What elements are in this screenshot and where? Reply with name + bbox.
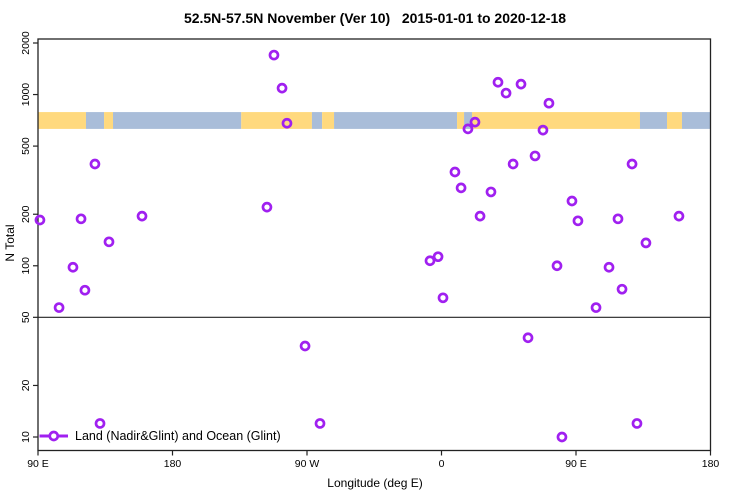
- x-tick-label: 0: [439, 458, 445, 470]
- map-band-segment-land: [38, 112, 86, 129]
- data-point: [424, 255, 436, 267]
- map-band-segment-ocean: [113, 112, 242, 129]
- y-tick-label: 1000: [20, 83, 32, 107]
- data-point: [455, 182, 467, 194]
- data-point: [89, 158, 101, 170]
- data-point: [566, 195, 578, 207]
- data-point: [432, 251, 444, 263]
- data-point: [640, 237, 652, 249]
- plot-border: [37, 38, 712, 452]
- y-axis-label: N Total: [3, 224, 17, 262]
- data-point: [515, 78, 527, 90]
- y-tick-label: 2000: [20, 31, 32, 55]
- chart-title: 52.5N-57.5N November (Ver 10) 2015-01-01…: [183, 10, 567, 26]
- x-tick-label: 90 E: [565, 458, 587, 470]
- legend-label: Land (Nadir&Glint) and Ocean (Glint): [75, 429, 281, 443]
- y-tick-label: 10: [20, 431, 32, 443]
- data-point: [136, 210, 148, 222]
- data-point: [590, 302, 602, 313]
- y-tick-label: 500: [20, 137, 32, 155]
- legend-marker-circle: [48, 430, 60, 442]
- data-point: [673, 210, 685, 222]
- map-band-segment-ocean: [85, 112, 105, 129]
- data-point: [276, 82, 288, 94]
- data-point: [474, 210, 486, 222]
- data-point: [94, 418, 106, 429]
- data-point: [529, 150, 541, 162]
- data-point: [492, 76, 504, 88]
- data-point: [261, 201, 273, 213]
- data-point: [522, 332, 534, 344]
- data-point: [469, 116, 481, 128]
- map-band-segment-land: [322, 112, 335, 129]
- map-band-segment-ocean: [681, 112, 711, 129]
- y-tick-label: 50: [20, 311, 32, 323]
- data-point: [34, 214, 46, 226]
- data-point: [449, 166, 461, 178]
- data-point: [67, 261, 79, 273]
- map-band-segment-ocean: [334, 112, 458, 129]
- data-point: [603, 261, 615, 273]
- data-point: [537, 124, 549, 136]
- map-band-segment-ocean: [311, 112, 323, 129]
- y-tick-label: 20: [20, 379, 32, 391]
- data-point: [500, 87, 512, 99]
- data-point: [299, 340, 311, 352]
- data-point: [485, 186, 497, 198]
- x-tick-label: 180: [702, 458, 720, 470]
- data-point: [556, 431, 568, 443]
- y-tick-label: 100: [20, 257, 32, 275]
- data-point: [626, 158, 638, 170]
- data-point: [631, 418, 643, 429]
- x-tick-label: 90 W: [295, 458, 320, 470]
- data-point: [551, 260, 563, 272]
- data-point: [79, 284, 91, 296]
- data-point: [268, 49, 280, 61]
- data-point: [103, 236, 115, 248]
- map-band-segment-land: [457, 112, 465, 129]
- x-tick-label: 180: [164, 458, 182, 470]
- data-point: [437, 292, 449, 304]
- data-point: [507, 158, 519, 170]
- map-band-segment-land: [241, 112, 312, 129]
- map-band-segment-ocean: [639, 112, 668, 129]
- data-point: [75, 213, 87, 225]
- data-point: [53, 302, 65, 313]
- map-band-segment-land: [471, 112, 640, 129]
- data-point: [314, 418, 326, 429]
- map-band-segment-land: [667, 112, 682, 129]
- x-tick-label: 90 E: [27, 458, 49, 470]
- data-point: [462, 123, 474, 135]
- data-point: [281, 117, 293, 129]
- x-axis-label: Longitude (deg E): [327, 476, 423, 490]
- data-point: [543, 97, 555, 109]
- data-point: [572, 215, 584, 227]
- y-tick-label: 200: [20, 205, 32, 223]
- map-band-segment-land: [104, 112, 114, 129]
- data-point: [612, 213, 624, 225]
- map-band-segment-ocean: [464, 112, 472, 129]
- data-point: [616, 283, 628, 295]
